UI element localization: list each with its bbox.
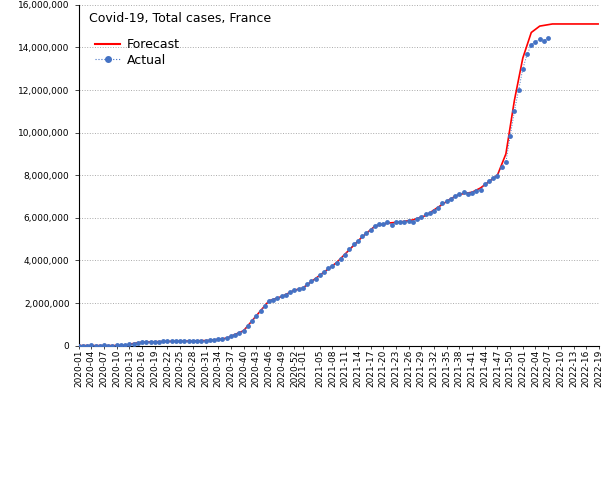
Legend: Forecast, Actual: Forecast, Actual [96, 38, 180, 67]
Text: Covid-19, Total cases, France: Covid-19, Total cases, France [89, 12, 271, 24]
